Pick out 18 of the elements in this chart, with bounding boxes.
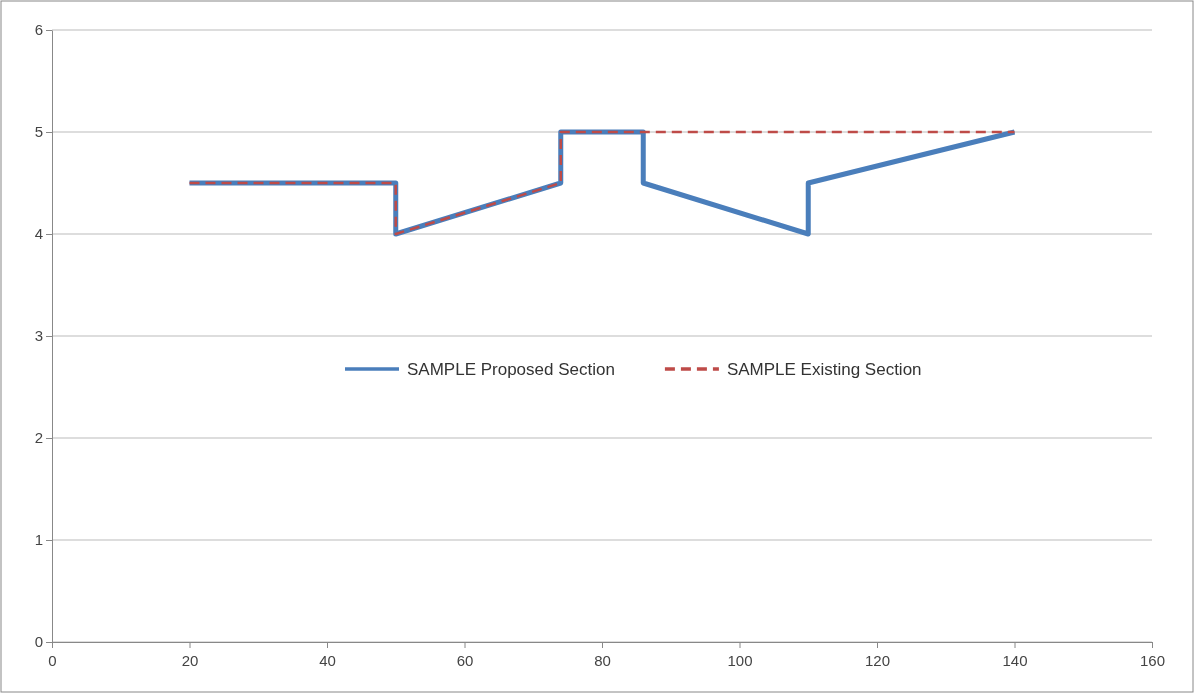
y-tick-label: 2: [34, 429, 43, 447]
x-tick-label: 80: [594, 652, 611, 669]
y-tick-label: 6: [34, 21, 43, 39]
x-tick-label: 20: [181, 652, 199, 669]
legend-label: SAMPLE Existing Section: [726, 360, 922, 379]
y-tick-label: 5: [34, 123, 43, 141]
y-tick-label: 4: [34, 225, 43, 243]
x-tick-label: 160: [1139, 652, 1166, 669]
x-tick-label: 60: [456, 652, 474, 669]
y-tick-label: 0: [34, 633, 43, 651]
x-tick-label: 40: [319, 652, 336, 669]
legend-label: SAMPLE Proposed Section: [407, 360, 615, 379]
y-tick-label: 3: [34, 327, 43, 345]
x-tick-label: 100: [727, 652, 753, 669]
x-tick-label: 120: [864, 652, 891, 669]
x-tick-label: 0: [48, 652, 57, 669]
y-tick-label: 1: [34, 531, 43, 549]
x-tick-label: 140: [1002, 652, 1028, 669]
